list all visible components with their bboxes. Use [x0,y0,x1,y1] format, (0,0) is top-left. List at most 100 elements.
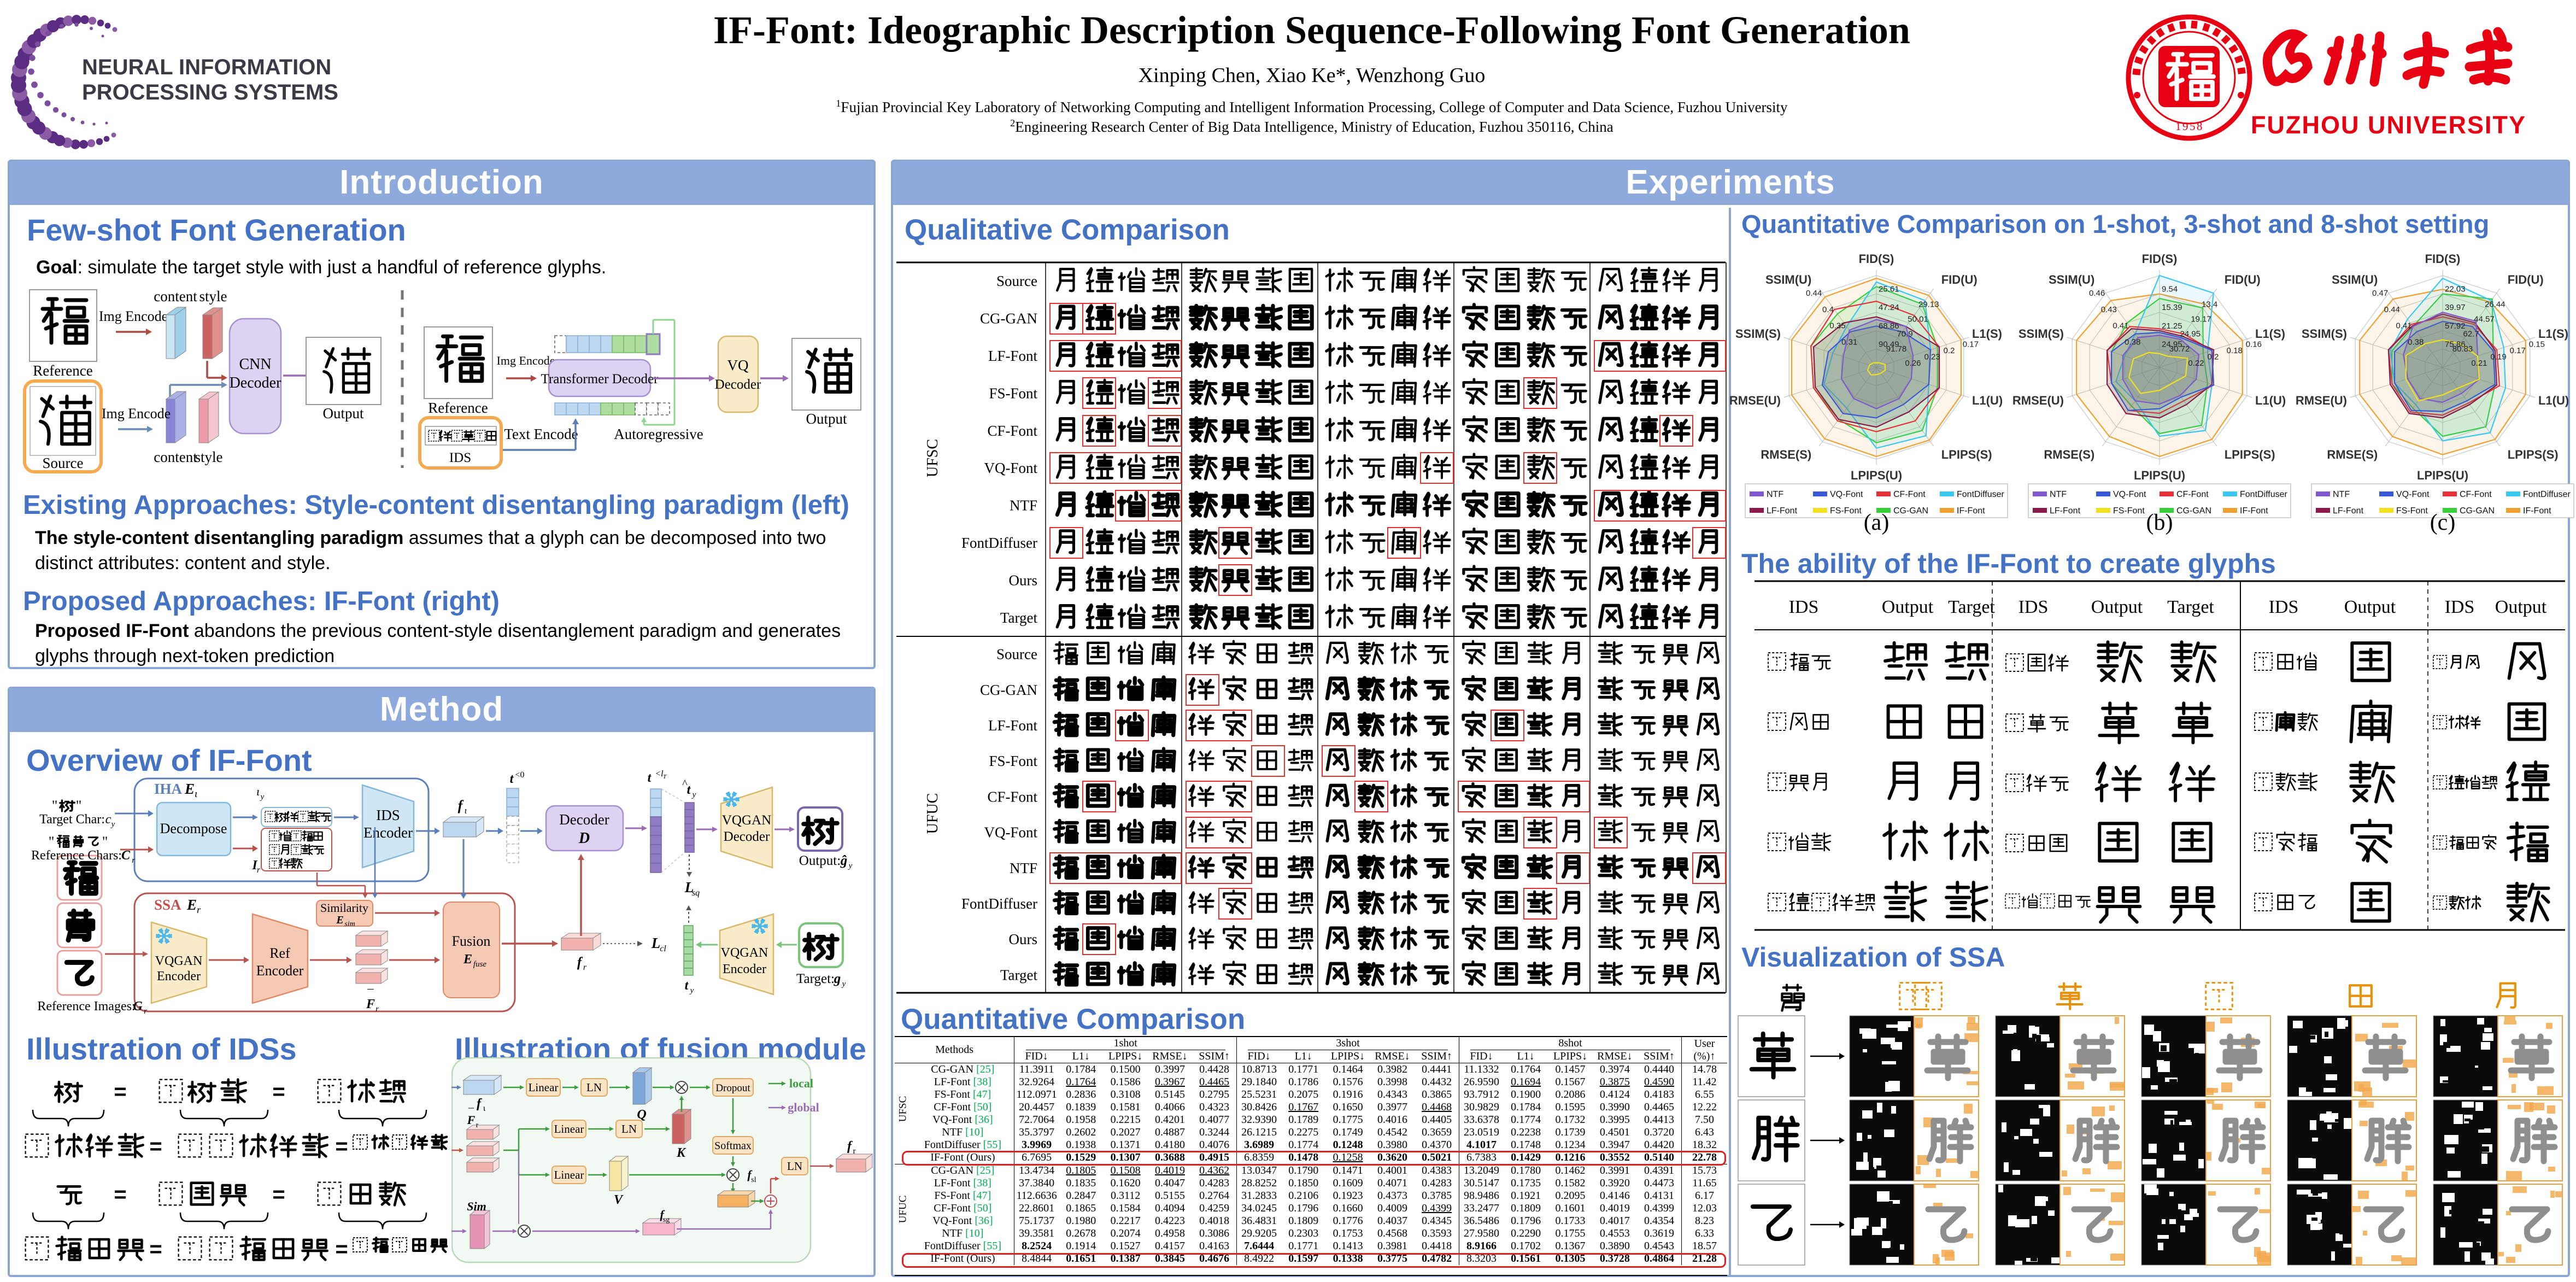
svg-text:t: t [685,979,689,993]
svg-text:Encoder: Encoder [256,963,304,979]
svg-text:0.43: 0.43 [2101,305,2117,314]
svg-text:LF-Font: LF-Font [988,348,1038,364]
svg-text:NTF: NTF [2333,490,2350,499]
svg-text:L: L [651,935,661,951]
svg-text:SSIM(S): SSIM(S) [1735,327,1781,341]
svg-text:13.4: 13.4 [2202,300,2217,309]
svg-text:62.7: 62.7 [2463,330,2479,339]
svg-text:LN: LN [621,1122,637,1135]
svg-text:CF-Font: CF-Font [987,423,1037,439]
svg-text:NTF: NTF [2050,490,2067,499]
svg-text:Output:: Output: [799,853,841,868]
svg-text:Target: Target [2167,597,2214,617]
svg-text:Source: Source [996,273,1037,289]
svg-text:r: r [853,1147,856,1156]
svg-text:Output: Output [1882,597,1934,617]
svg-text:30.72: 30.72 [2169,344,2190,354]
svg-text:90.49: 90.49 [1879,339,1899,349]
svg-text:44.57: 44.57 [2474,314,2495,324]
svg-text:Output: Output [2344,597,2396,617]
svg-text:Linear: Linear [554,1122,584,1135]
svg-text:=: = [149,1134,162,1158]
svg-text:VQ-Font: VQ-Font [984,824,1037,841]
svg-text:f: f [660,1208,665,1221]
svg-text:70.9: 70.9 [1897,330,1912,339]
svg-text:NTF: NTF [1010,860,1037,876]
svg-text:FontDiffuser: FontDiffuser [1957,490,2005,499]
svg-text:0.47: 0.47 [2372,289,2388,298]
svg-text:0.16: 0.16 [2246,340,2262,349]
svg-text:(a): (a) [1864,510,1890,535]
svg-text:ι: ι [195,788,197,800]
svg-text:r: r [375,1005,379,1014]
svg-text:SSIM(S): SSIM(S) [2018,327,2064,341]
svg-text:29.13: 29.13 [1918,300,1939,309]
svg-text:FS-Font: FS-Font [989,385,1037,401]
svg-text:0.26: 0.26 [1905,359,1921,368]
svg-text:L1(S): L1(S) [1972,327,2002,341]
svg-text:sim: sim [344,920,355,928]
svg-text:0.41: 0.41 [2396,321,2411,331]
svg-text:Softmax: Softmax [714,1140,752,1152]
svg-text:RMSE(U): RMSE(U) [2012,394,2064,407]
svg-text:Target: Target [1000,610,1038,626]
svg-text:fuse: fuse [473,960,487,969]
svg-text:91.78: 91.78 [1886,344,1907,354]
svg-text:LPIPS(S): LPIPS(S) [1941,448,1992,461]
svg-text:": " [52,798,58,813]
svg-text:F: F [467,1113,476,1127]
svg-text:Encoder: Encoder [723,962,766,976]
svg-text:L1(U): L1(U) [1972,394,2003,407]
svg-text:Ref: Ref [269,945,290,961]
svg-text:F: F [366,997,375,1011]
svg-text:Decoder: Decoder [559,811,609,828]
svg-text:(b): (b) [2146,510,2173,535]
svg-text:y: y [260,793,265,801]
svg-text:L1(U): L1(U) [2255,394,2286,407]
svg-text:21.25: 21.25 [2162,321,2182,331]
svg-text:FontDiffuser: FontDiffuser [2523,490,2571,499]
svg-text:IDS: IDS [1789,597,1819,617]
svg-text:Linear: Linear [554,1168,584,1181]
svg-text:style: style [199,288,227,305]
svg-text:sg: sg [663,1216,670,1224]
svg-text:f: f [747,1168,753,1181]
svg-text:VQ-Font: VQ-Font [2396,490,2430,499]
svg-text:=: = [149,1237,162,1261]
svg-text:RMSE(U): RMSE(U) [2296,394,2347,407]
svg-text:0.41: 0.41 [2113,321,2128,331]
svg-text:LF-Font: LF-Font [988,717,1038,734]
svg-text:IF-Font: IF-Font [1957,506,1985,516]
svg-text:Ours: Ours [1009,931,1038,947]
svg-text:CF-Font: CF-Font [2460,490,2492,499]
svg-text:24.95: 24.95 [2180,330,2201,339]
svg-text:=: = [335,1134,348,1158]
svg-text:Reference Chars:: Reference Chars: [31,848,122,863]
svg-text:IDS: IDS [449,450,471,465]
svg-text:ĝ: ĝ [840,853,848,868]
svg-text:LF-Font: LF-Font [1767,506,1798,516]
svg-text:f: f [458,798,464,813]
svg-text:CF-Font: CF-Font [987,788,1037,805]
svg-text:Decompose: Decompose [160,821,227,836]
svg-text:Source: Source [996,646,1037,663]
svg-text:^: ^ [682,778,688,790]
svg-text:=: = [114,1080,126,1104]
svg-text:<0: <0 [515,770,524,780]
svg-text:VQ-Font: VQ-Font [984,460,1037,476]
svg-text:E: E [184,781,195,797]
svg-text:RMSE(S): RMSE(S) [2327,448,2378,461]
svg-text:Target: Target [1000,967,1038,983]
svg-text:1: 1 [2175,120,2181,133]
svg-text:y: y [689,986,694,995]
svg-text:CNN: CNN [239,356,271,373]
svg-text:0.35: 0.35 [1829,321,1845,331]
svg-text:Target Char:: Target Char: [39,812,105,827]
svg-text:5: 5 [2190,120,2196,133]
svg-text:IDS: IDS [376,807,400,823]
svg-text:24.95: 24.95 [2162,339,2182,349]
svg-text:Encoder: Encoder [157,969,201,984]
svg-text:E: E [336,914,343,926]
svg-text:CG-GAN: CG-GAN [1893,506,1928,516]
svg-text:Fusion: Fusion [452,933,491,949]
